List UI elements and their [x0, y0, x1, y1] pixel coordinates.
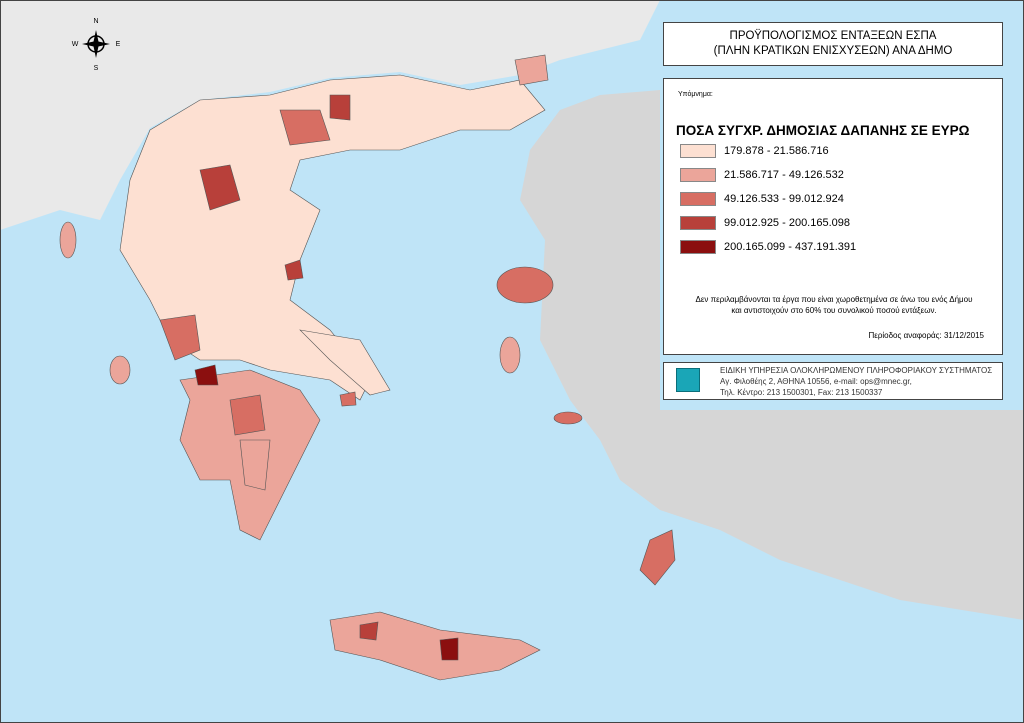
legend-swatch — [680, 144, 716, 159]
note: και αντιστοιχούν στο 60% του συνολικού π… — [731, 306, 937, 315]
lesvos — [496, 266, 554, 304]
samos — [553, 411, 583, 425]
legend-item: 200.165.099 - 437.191.391 — [680, 239, 856, 255]
rhodes — [639, 529, 676, 586]
legend-item: 179.878 - 21.586.716 — [680, 143, 829, 159]
legend-label: 179.878 - 21.586.716 — [724, 145, 829, 157]
region — [514, 54, 549, 86]
legend-swatch — [680, 216, 716, 231]
legend-label: 200.165.099 - 437.191.391 — [724, 241, 857, 253]
legend-label: 49.126.533 - 99.012.924 — [724, 193, 844, 205]
note: Δεν περιλαμβάνονται τα έργα που είναι χω… — [695, 295, 973, 304]
region — [359, 621, 379, 641]
region — [239, 439, 271, 491]
footer-org: ΕΙΔΙΚΗ ΥΠΗΡΕΣΙΑ ΟΛΟΚΛΗΡΩΜΕΝΟΥ ΠΛΗΡΟΦΟΡΙΑ… — [720, 366, 993, 375]
compass: N W E S — [72, 18, 121, 72]
compass-needle — [82, 41, 110, 47]
region — [329, 94, 351, 121]
chios — [499, 336, 521, 374]
region — [159, 314, 201, 361]
legend-item: 99.012.925 - 200.165.098 — [680, 215, 850, 231]
neighbor-land-north — [0, 0, 660, 230]
legend-item: 21.586.717 - 49.126.532 — [680, 167, 844, 183]
title-line: ΠΡΟΫΠΟΛΟΓΙΣΜΟΣ ΕΝΤΑΞΕΩΝ ΕΣΠΑ — [729, 30, 937, 42]
kerkyra — [59, 221, 77, 259]
legend-label: 21.586.717 - 49.126.532 — [724, 169, 844, 181]
logo — [676, 368, 700, 392]
legend-swatch — [680, 168, 716, 183]
legend: Υπόμνημα: ΠΟΣΑ ΣΥΓΧΡ. ΔΗΜΟΣΙΑΣ ΔΑΠΑΝΗΣ Σ… — [663, 78, 1003, 355]
region — [284, 259, 304, 281]
region — [339, 391, 357, 407]
legend-caption: Υπόμνημα: — [678, 91, 713, 98]
legend-swatch — [680, 192, 716, 207]
neighbor-land-east — [520, 90, 1024, 620]
kefalonia — [109, 355, 131, 385]
region — [279, 109, 331, 146]
legend-title: ΠΟΣΑ ΣΥΓΧΡ. ΔΗΜΟΣΙΑΣ ΔΑΠΑΝΗΣ ΣΕ ΕΥΡΩ — [676, 123, 970, 138]
legend-label: 99.012.925 - 200.165.098 — [724, 217, 851, 229]
period: Περίοδος αναφοράς: 31/12/2015 — [868, 331, 984, 340]
legend-item: 49.126.533 - 99.012.924 — [680, 191, 844, 207]
region — [229, 394, 266, 436]
title-box: ΠΡΟΫΠΟΛΟΓΙΣΜΟΣ ΕΝΤΑΞΕΩΝ ΕΣΠΑ (ΠΛΗΝ ΚΡΑΤΙ… — [663, 22, 1003, 66]
footer-address: Αγ. Φιλοθέης 2, ΑΘΗΝΑ 10556, e-mail: ops… — [720, 377, 912, 386]
compass-n: N — [93, 18, 98, 25]
region — [199, 164, 241, 211]
compass-s: S — [94, 65, 99, 72]
title-line: (ΠΛΗΝ ΚΡΑΤΙΚΩΝ ΕΝΙΣΧΥΣΕΩΝ) ΑΝΑ ΔΗΜΟ — [713, 45, 953, 57]
footer-phone: Τηλ. Κέντρο: 213 1500301, Fax: 213 15003… — [720, 388, 883, 397]
compass-e: E — [116, 41, 121, 48]
crete — [329, 611, 541, 681]
legend-swatch — [680, 240, 716, 255]
evia — [299, 329, 391, 396]
footer: ΕΙΔΙΚΗ ΥΠΗΡΕΣΙΑ ΟΛΟΚΛΗΡΩΜΕΝΟΥ ΠΛΗΡΟΦΟΡΙΑ… — [663, 362, 1003, 400]
compass-w: W — [72, 41, 79, 48]
region — [194, 364, 219, 386]
region — [439, 637, 459, 661]
